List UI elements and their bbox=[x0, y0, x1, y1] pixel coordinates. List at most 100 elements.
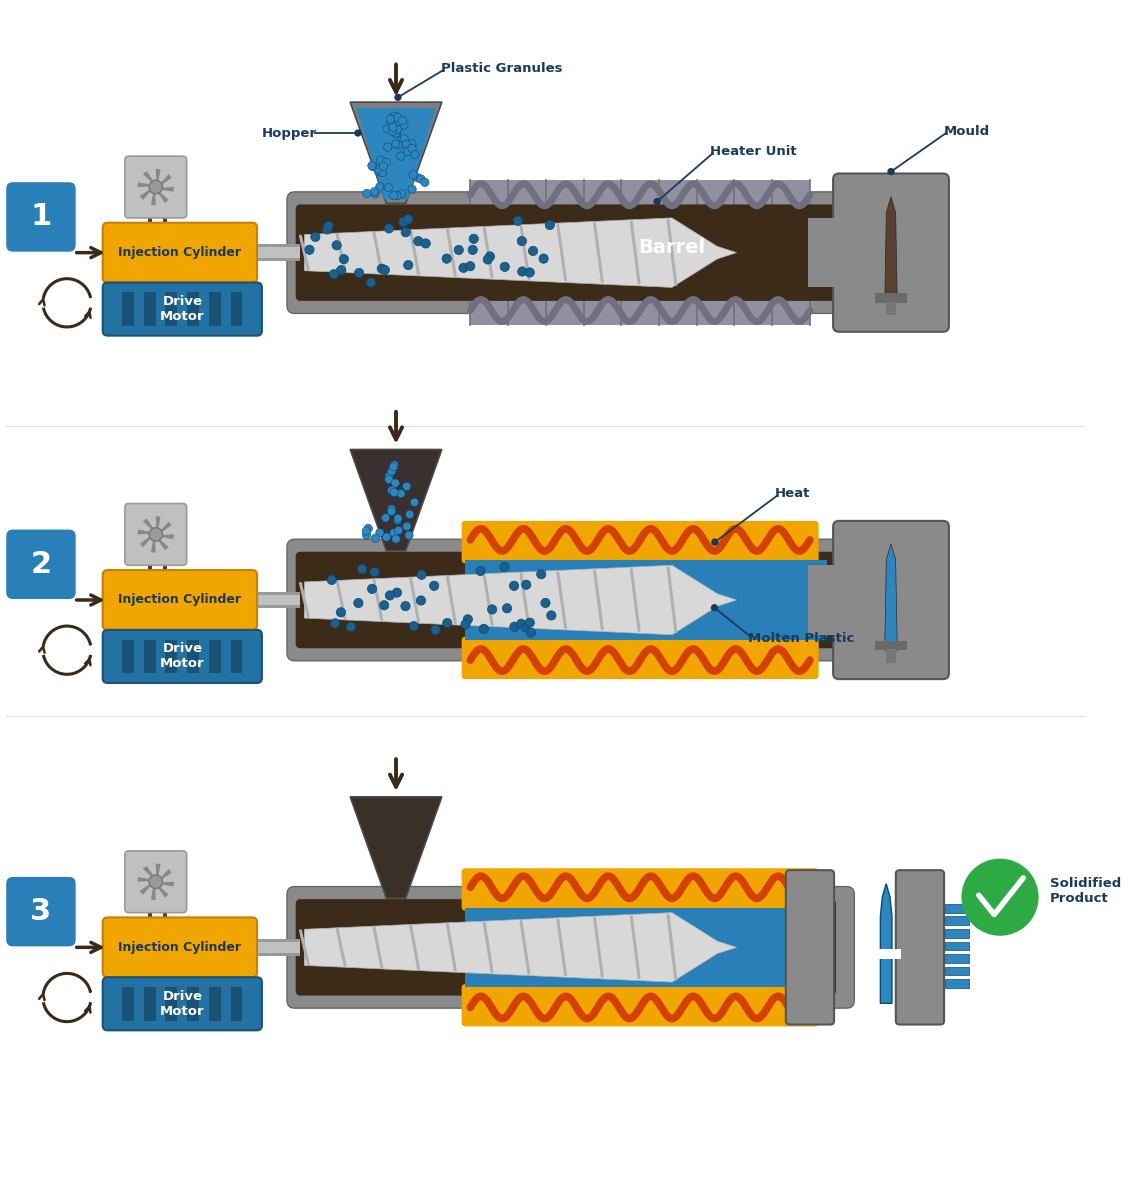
Circle shape bbox=[402, 228, 411, 236]
Circle shape bbox=[394, 515, 403, 522]
Circle shape bbox=[358, 564, 367, 574]
Polygon shape bbox=[350, 102, 442, 204]
Bar bbox=[945, 942, 969, 950]
Polygon shape bbox=[156, 174, 171, 187]
Bar bbox=[143, 986, 156, 1021]
Bar bbox=[230, 293, 243, 326]
Bar bbox=[945, 954, 969, 962]
Circle shape bbox=[400, 601, 411, 611]
FancyBboxPatch shape bbox=[461, 521, 819, 563]
Bar bbox=[177, 628, 202, 638]
Bar bbox=[253, 247, 300, 258]
Circle shape bbox=[500, 262, 510, 271]
Bar bbox=[829, 242, 844, 263]
FancyBboxPatch shape bbox=[7, 877, 76, 947]
Circle shape bbox=[537, 570, 546, 578]
Bar bbox=[122, 640, 134, 673]
Bar bbox=[230, 986, 243, 1021]
Circle shape bbox=[329, 270, 338, 278]
Circle shape bbox=[403, 482, 411, 491]
Text: Mould: Mould bbox=[944, 125, 990, 138]
Circle shape bbox=[394, 516, 402, 524]
Circle shape bbox=[521, 580, 531, 589]
FancyBboxPatch shape bbox=[461, 984, 819, 1026]
FancyBboxPatch shape bbox=[287, 887, 854, 1008]
Circle shape bbox=[386, 115, 395, 124]
Circle shape bbox=[408, 144, 416, 152]
Circle shape bbox=[370, 187, 379, 196]
Circle shape bbox=[376, 528, 384, 536]
Circle shape bbox=[395, 94, 402, 101]
Circle shape bbox=[368, 584, 377, 594]
Circle shape bbox=[393, 130, 400, 138]
Polygon shape bbox=[884, 197, 897, 302]
Circle shape bbox=[513, 216, 522, 226]
Circle shape bbox=[399, 217, 408, 227]
Circle shape bbox=[379, 601, 389, 610]
Bar bbox=[253, 245, 300, 260]
FancyBboxPatch shape bbox=[103, 223, 257, 282]
Circle shape bbox=[421, 239, 430, 248]
FancyBboxPatch shape bbox=[125, 851, 186, 913]
FancyBboxPatch shape bbox=[103, 918, 257, 977]
Circle shape bbox=[403, 140, 411, 149]
Polygon shape bbox=[305, 913, 737, 982]
Polygon shape bbox=[156, 516, 160, 534]
Bar bbox=[148, 236, 167, 240]
Circle shape bbox=[521, 623, 530, 632]
Bar bbox=[166, 986, 177, 1021]
Circle shape bbox=[545, 221, 555, 229]
Circle shape bbox=[510, 581, 519, 590]
FancyBboxPatch shape bbox=[287, 539, 854, 661]
Bar bbox=[177, 280, 202, 292]
Circle shape bbox=[653, 198, 661, 205]
Bar bbox=[230, 640, 243, 673]
Text: Heater Unit: Heater Unit bbox=[711, 145, 796, 158]
Circle shape bbox=[389, 124, 397, 132]
Text: 1: 1 bbox=[30, 203, 52, 232]
Circle shape bbox=[382, 158, 390, 167]
Polygon shape bbox=[143, 172, 156, 187]
Polygon shape bbox=[156, 187, 174, 192]
Text: Heat: Heat bbox=[775, 487, 810, 500]
Circle shape bbox=[381, 514, 390, 522]
Circle shape bbox=[387, 508, 396, 516]
Circle shape bbox=[393, 192, 402, 200]
Circle shape bbox=[417, 570, 426, 580]
Circle shape bbox=[404, 148, 412, 156]
Circle shape bbox=[391, 535, 400, 544]
Circle shape bbox=[528, 246, 538, 256]
Circle shape bbox=[391, 139, 400, 148]
Bar bbox=[148, 583, 167, 588]
Bar bbox=[187, 640, 199, 673]
Bar bbox=[887, 302, 896, 316]
Bar bbox=[874, 293, 907, 302]
Circle shape bbox=[399, 121, 408, 130]
Bar bbox=[177, 974, 202, 986]
Circle shape bbox=[408, 185, 416, 193]
Circle shape bbox=[414, 174, 422, 182]
Circle shape bbox=[384, 143, 391, 151]
Polygon shape bbox=[151, 534, 156, 553]
Text: Solidified
Product: Solidified Product bbox=[1050, 877, 1121, 905]
Bar bbox=[185, 972, 195, 982]
Circle shape bbox=[711, 539, 719, 546]
Circle shape bbox=[408, 139, 416, 148]
Circle shape bbox=[404, 215, 413, 224]
Circle shape bbox=[388, 486, 396, 494]
Bar bbox=[808, 565, 839, 635]
Circle shape bbox=[362, 527, 370, 535]
Circle shape bbox=[403, 522, 411, 530]
Circle shape bbox=[961, 858, 1039, 936]
Bar bbox=[148, 908, 167, 913]
Circle shape bbox=[305, 245, 314, 254]
Circle shape bbox=[517, 619, 526, 629]
FancyBboxPatch shape bbox=[296, 204, 836, 301]
Bar bbox=[945, 917, 969, 925]
Bar bbox=[122, 986, 134, 1021]
Polygon shape bbox=[138, 529, 156, 534]
FancyBboxPatch shape bbox=[125, 504, 186, 565]
Circle shape bbox=[540, 599, 550, 607]
Circle shape bbox=[340, 254, 349, 264]
FancyBboxPatch shape bbox=[461, 869, 819, 911]
